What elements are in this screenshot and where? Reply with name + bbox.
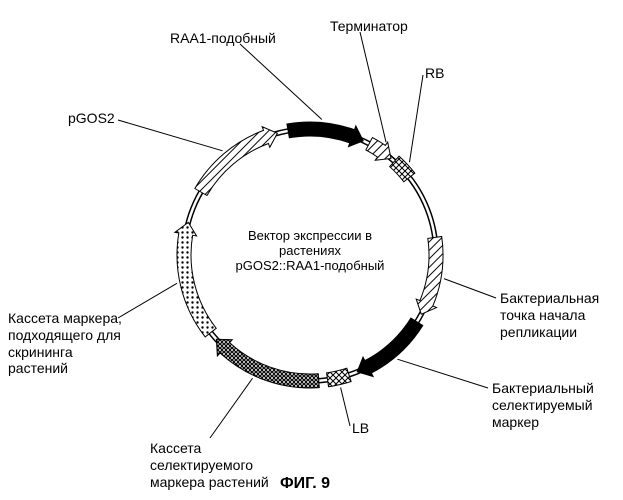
label-bac_marker: Бактериальныйселектируемыймаркер bbox=[492, 380, 594, 430]
segment-rb bbox=[390, 156, 415, 182]
label-plant_screen: Кассета маркера,подходящего дляскрининга… bbox=[8, 310, 122, 377]
label-lb: LB bbox=[352, 420, 369, 437]
leader-bac_marker bbox=[397, 359, 488, 388]
segment-plant_sel bbox=[216, 339, 319, 388]
segment-raa1 bbox=[287, 122, 363, 147]
segment-bac_marker bbox=[357, 318, 423, 377]
center-line1: Вектор экспрессии в bbox=[248, 228, 372, 243]
segment-lb bbox=[327, 368, 352, 387]
plasmid-center-title: Вектор экспрессии в растениях pGOS2::RAA… bbox=[220, 228, 400, 273]
label-rb: RB bbox=[425, 65, 444, 82]
segment-plant_screen bbox=[175, 222, 216, 336]
segment-bac_ori bbox=[416, 236, 443, 314]
label-terminator: Терминатор bbox=[330, 18, 408, 35]
center-line3: pGOS2::RAA1-подобный bbox=[236, 258, 385, 273]
leader-rb bbox=[409, 75, 423, 162]
figure-caption: ФИГ. 9 bbox=[280, 475, 330, 493]
leader-terminator bbox=[360, 32, 386, 142]
label-plant_sel: Кассетаселектируемогомаркера растений bbox=[150, 440, 269, 490]
leader-raa1 bbox=[240, 44, 322, 120]
leader-plant_screen bbox=[118, 283, 177, 318]
segment-pgos2 bbox=[195, 127, 278, 196]
leader-pgos2 bbox=[118, 120, 223, 151]
leader-lb bbox=[341, 388, 350, 426]
label-pgos2: pGOS2 bbox=[68, 110, 115, 127]
label-raa1: RAA1-подобный bbox=[170, 30, 276, 47]
leader-bac_ori bbox=[444, 279, 496, 298]
leader-plant_sel bbox=[210, 378, 253, 438]
label-bac_ori: Бактериальнаяточка началарепликации bbox=[500, 290, 599, 340]
center-line2: растениях bbox=[279, 243, 341, 258]
